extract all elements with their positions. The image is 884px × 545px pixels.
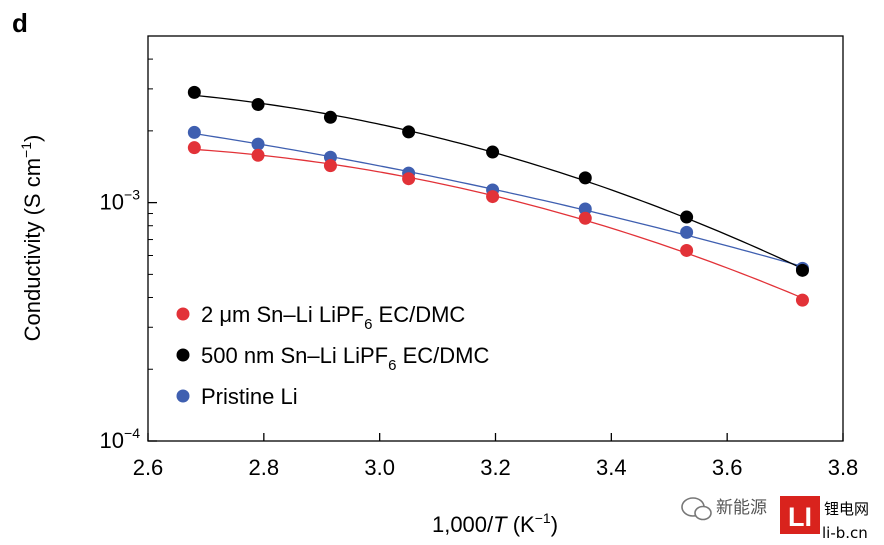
series-line — [194, 148, 803, 299]
data-point — [680, 210, 694, 224]
legend-item-pristine-li: Pristine Li — [176, 384, 298, 409]
data-point — [323, 110, 337, 124]
series-line — [194, 94, 803, 270]
y-axis: 10−3 10−4 — [100, 35, 157, 453]
data-point — [680, 243, 694, 257]
plot-frame — [147, 35, 844, 442]
data-point — [578, 171, 592, 185]
watermark: 新能源 LI 锂电网 li-b.cn — [681, 496, 869, 542]
data-point — [251, 137, 265, 151]
data-point — [795, 293, 809, 307]
data-point — [578, 202, 592, 216]
y-tick-label: 10−4 — [100, 425, 141, 453]
x-tick-label: 3.6 — [712, 455, 743, 480]
x-tick-label: 3.4 — [596, 455, 627, 480]
legend-marker — [176, 389, 190, 403]
site-url: li-b.cn — [822, 524, 868, 542]
data-point — [680, 225, 694, 239]
plot-area-border — [147, 35, 844, 442]
x-tick-label: 3.0 — [364, 455, 395, 480]
site-title: 锂电网 — [824, 500, 869, 518]
data-point — [486, 145, 500, 159]
x-tick-label: 3.2 — [480, 455, 511, 480]
x-tick-label: 3.8 — [828, 455, 859, 480]
legend: 2 μm Sn–Li LiPF6 EC/DMC 500 nm Sn–Li LiP… — [176, 302, 489, 409]
x-tick-label: 2.6 — [133, 455, 164, 480]
data-point — [187, 85, 201, 99]
data-point — [251, 97, 265, 111]
series-points — [187, 85, 809, 307]
data-point — [578, 211, 592, 225]
y-axis-title: Conductivity (S cm−1) — [18, 135, 45, 342]
data-point — [402, 172, 416, 186]
legend-marker — [176, 307, 190, 321]
site-logo — [780, 496, 820, 534]
data-point — [795, 263, 809, 277]
data-point — [251, 148, 265, 162]
legend-marker — [176, 348, 190, 362]
panel-label: d — [12, 8, 28, 38]
watermark-text: 新能源 — [716, 498, 767, 518]
x-axis: 2.6 2.8 3.0 3.2 3.4 3.6 3.8 — [133, 433, 859, 480]
legend-item-sn-li-500nm: 500 nm Sn–Li LiPF6 EC/DMC — [176, 343, 489, 374]
legend-label: 500 nm Sn–Li LiPF6 EC/DMC — [201, 343, 489, 374]
x-axis-title: 1,000/T (K−1) — [432, 510, 558, 537]
wechat-icon — [681, 497, 712, 521]
legend-label: Pristine Li — [201, 384, 298, 409]
data-point — [187, 125, 201, 139]
legend-label: 2 μm Sn–Li LiPF6 EC/DMC — [201, 302, 465, 333]
legend-item-sn-li-2um: 2 μm Sn–Li LiPF6 EC/DMC — [176, 302, 465, 333]
site-logo-text: LI — [788, 502, 812, 532]
data-point — [402, 125, 416, 139]
x-tick-label: 2.8 — [249, 455, 280, 480]
data-point — [486, 190, 500, 204]
data-point — [187, 141, 201, 155]
y-tick-label: 10−3 — [100, 187, 141, 215]
data-point — [323, 159, 337, 173]
